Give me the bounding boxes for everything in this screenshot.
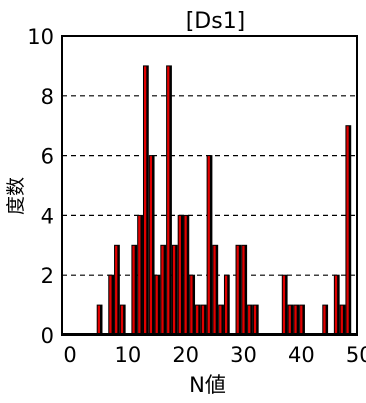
y-tick-label: 2 — [41, 264, 54, 288]
bar-shadow — [157, 275, 160, 335]
x-axis-label: N値 — [189, 373, 226, 397]
bar-shadow — [117, 245, 120, 335]
bar-shadow — [250, 305, 253, 335]
bar-shadow — [163, 245, 166, 335]
y-tick-label: 6 — [41, 145, 54, 169]
tick-labels: 0 2 4 6 8 10 0 10 20 30 40 50 — [27, 25, 366, 367]
bar-shadow — [152, 155, 155, 335]
bar-shadow — [215, 245, 218, 335]
y-tick-label: 8 — [41, 85, 54, 109]
bar-shadow — [140, 215, 143, 335]
y-tick-label: 4 — [41, 204, 54, 228]
x-tick-label: 30 — [230, 343, 257, 367]
bar-shadow — [175, 245, 178, 335]
x-tick-label: 40 — [288, 343, 315, 367]
chart-title: [Ds1] — [186, 9, 246, 34]
bar-shadow — [325, 305, 328, 335]
bar-shadow — [238, 245, 241, 335]
bar-shadow — [180, 215, 183, 335]
bar-shadow — [296, 305, 299, 335]
y-tick-label: 0 — [41, 324, 54, 348]
bar-shadow — [285, 275, 288, 335]
bar-shadow — [198, 305, 201, 335]
bar-shadow — [111, 275, 114, 335]
x-tick-label: 10 — [114, 343, 141, 367]
bar-shadow — [134, 245, 137, 335]
bar-shadow — [348, 125, 351, 335]
bar-shadow — [244, 245, 247, 335]
bar-shadow — [342, 305, 345, 335]
bar-shadow — [123, 305, 126, 335]
bar-shadow — [337, 275, 340, 335]
x-tick-label: 0 — [63, 343, 76, 367]
plot-frame — [61, 35, 358, 336]
bar-shadow — [256, 305, 259, 335]
x-tick-label: 50 — [346, 343, 366, 367]
bar-shadow — [290, 305, 293, 335]
bar-shadow — [169, 65, 172, 336]
y-axis-label: 度数 — [5, 177, 27, 215]
bar-shadow — [186, 215, 189, 335]
bar-shadow — [192, 275, 195, 335]
bar-shadow — [204, 305, 207, 335]
bar-shadow — [302, 305, 305, 335]
bars — [62, 65, 357, 336]
bar-shadow — [146, 65, 149, 336]
x-tick-label: 20 — [172, 343, 199, 367]
bar-shadow — [209, 155, 212, 335]
bar-shadow — [99, 305, 102, 335]
bar-shadow — [227, 275, 230, 335]
bar-shadow — [221, 305, 224, 335]
y-tick-label: 10 — [27, 25, 54, 49]
